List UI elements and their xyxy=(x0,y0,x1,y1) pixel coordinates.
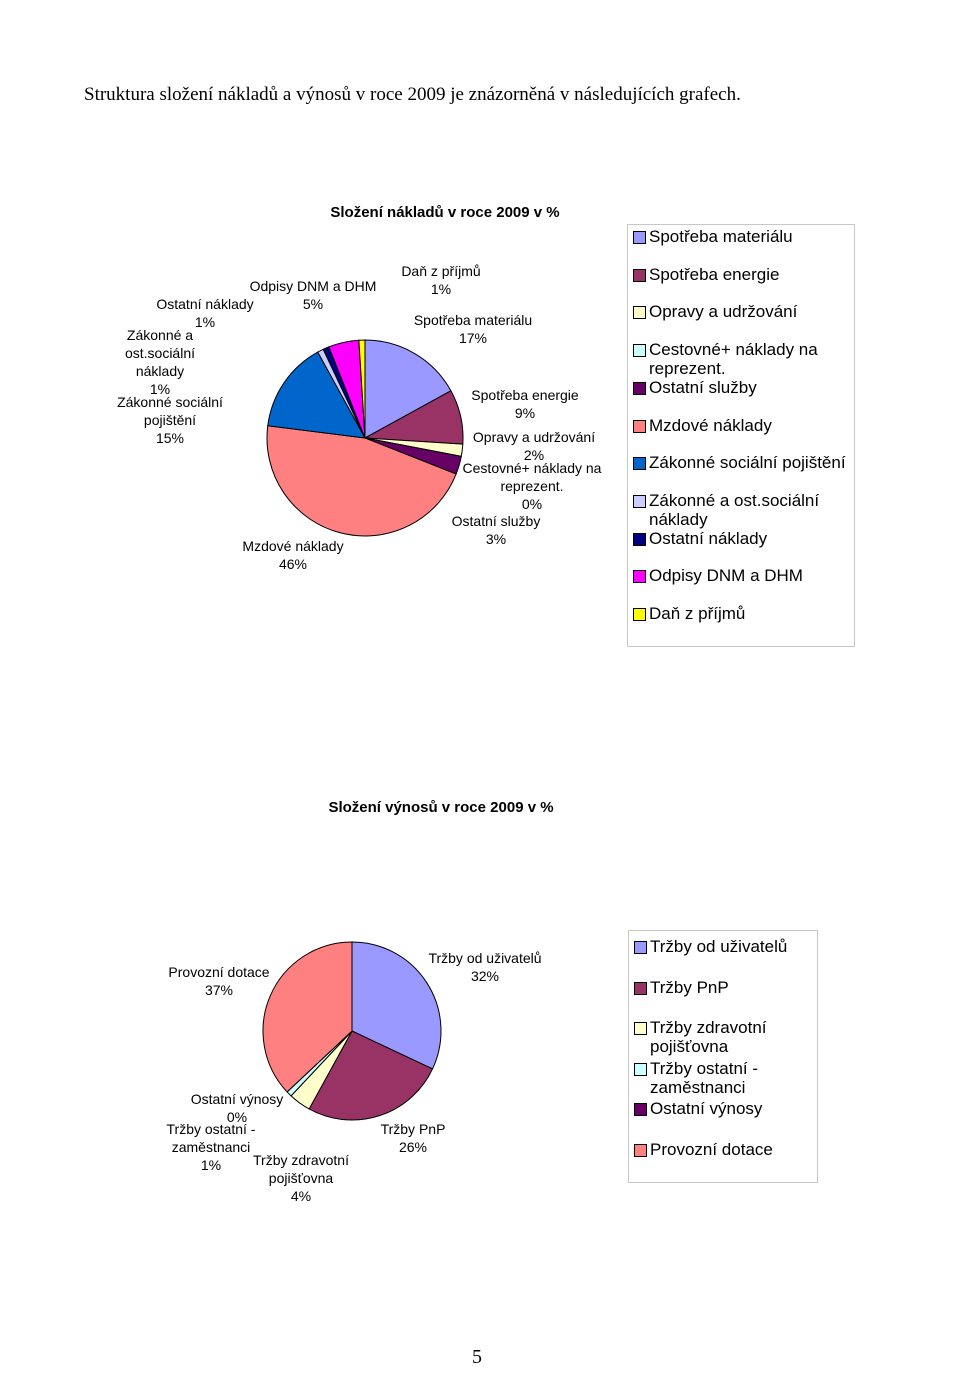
legend-swatch xyxy=(634,1143,647,1157)
legend: Tržby od uživatelů Tržby PnP Tržby zdravot… xyxy=(628,930,818,1183)
pie-slice xyxy=(262,941,353,1093)
legend-label: Mzdové náklady xyxy=(649,415,772,435)
data-label: Odpisy DNM a DHM 5% xyxy=(243,277,383,313)
data-label-name: Provozní dotace xyxy=(168,964,270,980)
legend-label: Spotřeba materiálu xyxy=(649,227,793,246)
data-label: Tržby ostatní - zaměstnanci 1% xyxy=(156,1120,266,1174)
data-label-name: Mzdové náklady xyxy=(242,538,344,554)
legend-label: Spotřeba energie xyxy=(649,264,780,284)
legend-swatch xyxy=(633,608,646,621)
data-label: Spotřeba materiálu 17% xyxy=(393,311,553,347)
data-label-value: 1% xyxy=(430,281,452,297)
pie-slice xyxy=(364,339,452,439)
legend-swatch xyxy=(633,344,646,358)
data-label-value: 1% xyxy=(200,1157,222,1173)
data-label: Tržby zdravotní pojišťovna 4% xyxy=(246,1151,356,1205)
pie-slice xyxy=(266,425,457,537)
pie-slice xyxy=(267,351,366,439)
data-label-value: 3% xyxy=(485,531,507,547)
data-label-name: Zákonné a ost.sociální náklady xyxy=(124,327,196,379)
legend-swatch xyxy=(633,419,646,433)
legend-label: Daň z příjmů xyxy=(649,604,746,623)
legend-label: Odpisy DNM a DHM xyxy=(649,566,803,586)
data-label-name: Odpisy DNM a DHM xyxy=(249,278,377,294)
intro-text: Struktura složení nákladů a výnosů v roc… xyxy=(84,84,741,105)
data-label: Mzdové náklady 46% xyxy=(223,537,363,573)
legend-label: Tržby zdravotní pojišťovna xyxy=(650,1018,767,1056)
data-label-name: Daň z příjmů xyxy=(401,263,481,279)
data-label-value: 2% xyxy=(523,447,545,463)
legend-swatch xyxy=(633,494,646,508)
legend-label: Tržby PnP xyxy=(650,977,729,997)
pie-slice xyxy=(351,941,442,1070)
chart-title: Složení výnosů v roce 2009 v % xyxy=(328,799,554,816)
legend-swatch xyxy=(633,306,646,320)
data-label-value: 1% xyxy=(149,381,171,397)
legend-label: Tržby od uživatelů xyxy=(650,937,788,956)
data-label-name: Opravy a udržování xyxy=(472,429,596,445)
data-label-name: Ostatní služby xyxy=(451,513,541,529)
data-label: Spotřeba energie 9% xyxy=(455,386,595,422)
data-label-name: Ostatní náklady xyxy=(156,296,254,312)
legend: Spotřeba materiálu Spotřeba energie Opravy… xyxy=(627,224,855,647)
data-label: Daň z příjmů 1% xyxy=(381,262,501,298)
legend-label: Tržby ostatní - zaměstnanci xyxy=(650,1058,759,1097)
legend-label: Ostatní služby xyxy=(649,377,757,397)
data-label-name: Tržby ostatní - zaměstnanci xyxy=(166,1121,256,1155)
legend-label: Ostatní výnosy xyxy=(650,1099,763,1118)
data-label-value: 0% xyxy=(521,496,543,512)
legend-swatch xyxy=(634,1103,647,1116)
legend-swatch xyxy=(633,570,646,584)
data-label-name: Tržby od uživatelů xyxy=(428,950,542,966)
data-label: Zákonné a ost.sociální náklady 1% xyxy=(100,326,220,398)
legend-label: Zákonné sociální pojištění xyxy=(649,453,846,473)
data-label-value: 32% xyxy=(470,968,500,984)
data-label-value: 4% xyxy=(290,1188,312,1204)
data-label-value: 5% xyxy=(302,296,324,312)
data-label-value: 1% xyxy=(194,314,216,330)
data-label-value: 17% xyxy=(458,330,488,346)
data-label-value: 46% xyxy=(278,556,308,572)
data-label: Zákonné sociální pojištění 15% xyxy=(105,393,235,447)
data-label-value: 0% xyxy=(226,1109,248,1125)
page-number: 5 xyxy=(472,1346,482,1368)
data-label: Provozní dotace 37% xyxy=(154,963,284,999)
legend-swatch xyxy=(634,1062,647,1076)
data-label-value: 9% xyxy=(514,405,536,421)
legend-swatch xyxy=(633,268,646,282)
legend-swatch xyxy=(633,457,646,471)
data-label: Cestovné+ náklady na reprezent. 0% xyxy=(457,459,607,513)
pie-slice xyxy=(358,339,366,439)
legend-label: Provozní dotace xyxy=(650,1139,773,1159)
legend-swatch xyxy=(634,981,647,995)
data-label-name: Spotřeba materiálu xyxy=(413,312,533,328)
data-label: Ostatní služby 3% xyxy=(426,512,566,548)
data-label-value: 37% xyxy=(204,982,234,998)
legend-swatch xyxy=(634,1022,647,1035)
data-label: Tržby od uživatelů 32% xyxy=(420,949,550,985)
legend-swatch xyxy=(633,532,646,546)
data-label-name: Zákonné sociální pojištění xyxy=(117,394,223,428)
legend-swatch xyxy=(634,941,647,954)
legend-swatch xyxy=(633,231,646,244)
data-label-name: Tržby zdravotní pojišťovna xyxy=(253,1152,349,1186)
data-label-name: Cestovné+ náklady na reprezent. xyxy=(462,460,602,494)
legend-label: Cestovné+ náklady na reprezent. xyxy=(649,340,818,379)
chart-title: Složení nákladů v roce 2009 v % xyxy=(330,204,560,221)
data-label-value: 15% xyxy=(155,430,185,446)
data-label: Ostatní náklady 1% xyxy=(140,295,270,331)
data-label: Opravy a udržování 2% xyxy=(464,428,604,464)
data-label-name: Tržby PnP xyxy=(380,1121,446,1137)
data-label-name: Spotřeba energie xyxy=(471,387,579,403)
data-label-value: 26% xyxy=(398,1139,428,1155)
data-label: Ostatní výnosy 0% xyxy=(182,1090,292,1126)
legend-label: Opravy a udržování xyxy=(649,302,798,322)
legend-swatch xyxy=(633,381,646,395)
data-label: Tržby PnP 26% xyxy=(363,1120,463,1156)
legend-label: Zákonné a ost.sociální náklady xyxy=(649,490,820,529)
data-label-name: Ostatní výnosy xyxy=(190,1091,284,1107)
legend-label: Ostatní náklady xyxy=(649,528,768,548)
